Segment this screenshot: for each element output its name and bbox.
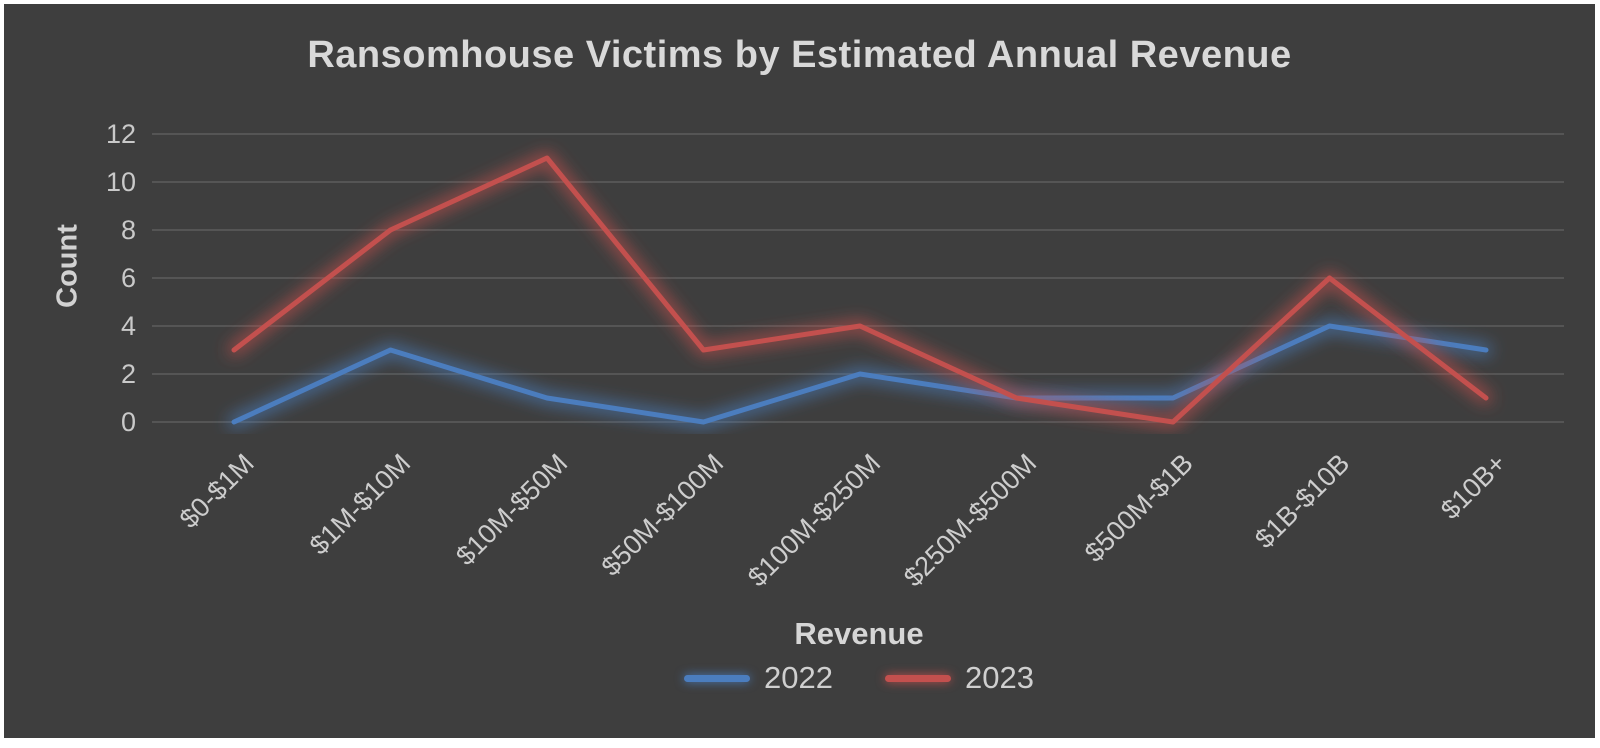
- legend: 2022 2023: [154, 660, 1564, 696]
- y-axis-ticks: 0 2 4 6 8 10 12: [44, 4, 136, 738]
- y-tick-label-2: 2: [120, 359, 136, 389]
- legend-item-2023: 2023: [885, 660, 1034, 696]
- y-tick-label-12: 12: [105, 119, 136, 149]
- x-tick-label-9: $10B+: [1435, 448, 1513, 525]
- y-tick-label-8: 8: [120, 215, 136, 245]
- y-tick-label-0: 0: [120, 407, 136, 437]
- x-tick-label-7: $500M-$1B: [1079, 448, 1200, 568]
- y-tick-label-10: 10: [105, 167, 136, 197]
- legend-label-2022: 2022: [764, 660, 833, 695]
- x-tick-label-4: $50M-$100M: [596, 448, 730, 582]
- legend-item-2022: 2022: [684, 660, 833, 696]
- y-tick-label-6: 6: [120, 263, 136, 293]
- chart-title: Ransomhouse Victims by Estimated Annual …: [307, 34, 1292, 76]
- series-glow-2023: [228, 152, 1492, 428]
- x-tick-label-5: $100M-$250M: [741, 448, 887, 593]
- x-tick-label-2: $1M-$10M: [304, 448, 417, 561]
- legend-swatch-2022: [684, 674, 751, 682]
- x-tick-label-8: $1B-$10B: [1249, 448, 1356, 555]
- chart-canvas: Ransomhouse Victims by Estimated Annual …: [4, 4, 1595, 738]
- x-tick-label-3: $10M-$50M: [450, 448, 574, 572]
- legend-label-2023: 2023: [965, 660, 1034, 695]
- y-tick-label-4: 4: [120, 311, 136, 341]
- x-tick-label-1: $0-$1M: [174, 448, 261, 534]
- x-axis-title: Revenue: [794, 616, 924, 651]
- series-line-2022: [231, 323, 1489, 425]
- plot-area: [152, 133, 1564, 428]
- x-tick-label-6: $250M-$500M: [898, 448, 1043, 593]
- legend-swatch-2023: [885, 674, 951, 682]
- series-lines: [228, 152, 1492, 428]
- series-line-2023: [231, 155, 1489, 425]
